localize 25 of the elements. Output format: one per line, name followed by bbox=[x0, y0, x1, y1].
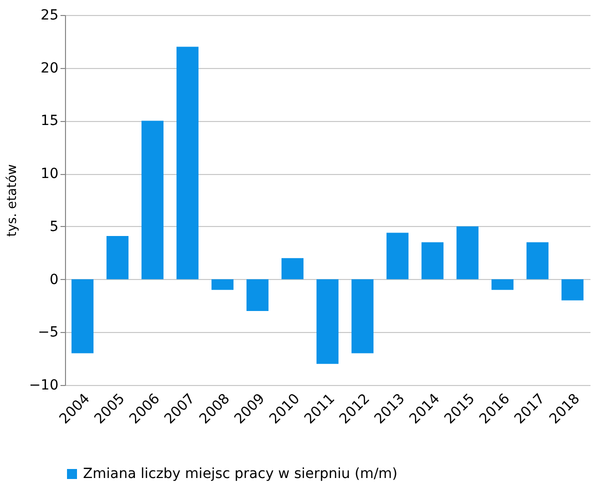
bar bbox=[526, 242, 548, 280]
bar bbox=[142, 120, 164, 280]
legend-label: Zmiana liczby miejsc pracy w sierpniu (m/m) bbox=[83, 466, 398, 482]
bar bbox=[456, 226, 478, 280]
bar bbox=[246, 279, 268, 311]
y-tick-label: 20 bbox=[40, 60, 58, 76]
bar bbox=[352, 279, 374, 354]
bar bbox=[492, 279, 514, 290]
bar bbox=[282, 258, 304, 280]
bar bbox=[422, 242, 444, 280]
bar bbox=[212, 279, 234, 290]
y-tick-label: 15 bbox=[40, 113, 58, 130]
bar bbox=[316, 279, 338, 364]
bar bbox=[562, 279, 584, 300]
bar bbox=[106, 236, 128, 280]
bar bbox=[386, 232, 408, 280]
y-tick-label: 10 bbox=[40, 166, 58, 182]
bar bbox=[176, 46, 198, 280]
y-tick-label: 0 bbox=[50, 272, 58, 288]
y-axis-title: tys. etatów bbox=[4, 164, 20, 237]
bar bbox=[72, 279, 94, 354]
y-tick-label: 5 bbox=[50, 218, 58, 235]
y-tick-label: −5 bbox=[38, 324, 58, 341]
y-tick-label: −10 bbox=[28, 378, 58, 394]
y-tick-label: 25 bbox=[40, 8, 58, 24]
